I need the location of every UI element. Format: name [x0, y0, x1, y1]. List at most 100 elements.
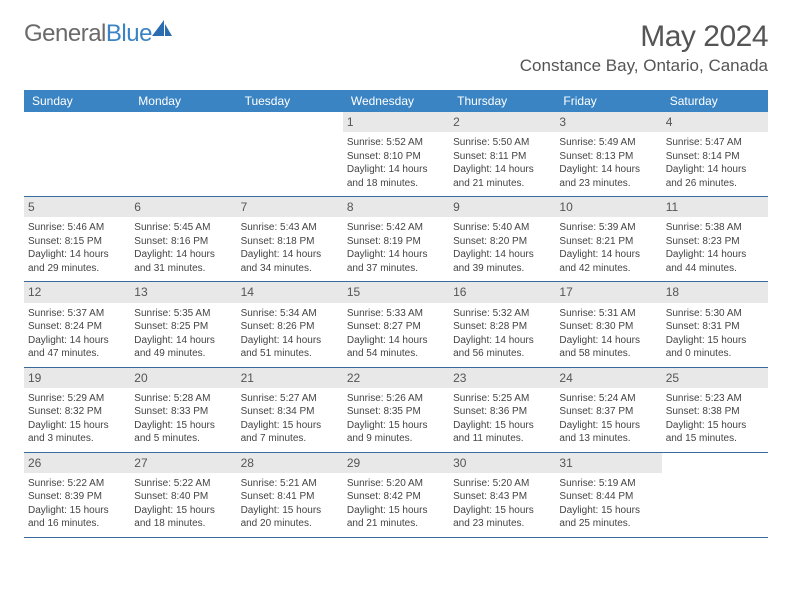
sunrise-line: Sunrise: 5:47 AM: [666, 136, 764, 150]
sunset-line: Sunset: 8:43 PM: [453, 490, 551, 504]
daylight-line-1: Daylight: 15 hours: [28, 504, 126, 518]
week-row: 5Sunrise: 5:46 AMSunset: 8:15 PMDaylight…: [24, 197, 768, 282]
daylight-line-2: and 18 minutes.: [134, 517, 232, 531]
day-cell: 19Sunrise: 5:29 AMSunset: 8:32 PMDayligh…: [24, 368, 130, 452]
day-cell: 5Sunrise: 5:46 AMSunset: 8:15 PMDaylight…: [24, 197, 130, 281]
daylight-line-2: and 49 minutes.: [134, 347, 232, 361]
day-number: 3: [555, 112, 661, 132]
day-cell: 12Sunrise: 5:37 AMSunset: 8:24 PMDayligh…: [24, 282, 130, 366]
day-number: 13: [130, 282, 236, 302]
day-number: 16: [449, 282, 555, 302]
sunset-line: Sunset: 8:28 PM: [453, 320, 551, 334]
sunrise-line: Sunrise: 5:20 AM: [453, 477, 551, 491]
day-cell: 4Sunrise: 5:47 AMSunset: 8:14 PMDaylight…: [662, 112, 768, 196]
sunrise-line: Sunrise: 5:22 AM: [134, 477, 232, 491]
week-row: 26Sunrise: 5:22 AMSunset: 8:39 PMDayligh…: [24, 453, 768, 538]
brand-part2: Blue: [106, 20, 152, 47]
day-header: Wednesday: [343, 90, 449, 112]
daylight-line-2: and 34 minutes.: [241, 262, 339, 276]
day-cell: 11Sunrise: 5:38 AMSunset: 8:23 PMDayligh…: [662, 197, 768, 281]
sunset-line: Sunset: 8:36 PM: [453, 405, 551, 419]
day-cell: 1Sunrise: 5:52 AMSunset: 8:10 PMDaylight…: [343, 112, 449, 196]
day-number: 27: [130, 453, 236, 473]
daylight-line-1: Daylight: 14 hours: [347, 163, 445, 177]
sunset-line: Sunset: 8:21 PM: [559, 235, 657, 249]
day-number: 17: [555, 282, 661, 302]
daylight-line-1: Daylight: 14 hours: [559, 163, 657, 177]
week-row: 1Sunrise: 5:52 AMSunset: 8:10 PMDaylight…: [24, 112, 768, 197]
sunset-line: Sunset: 8:44 PM: [559, 490, 657, 504]
day-cell: 6Sunrise: 5:45 AMSunset: 8:16 PMDaylight…: [130, 197, 236, 281]
sunrise-line: Sunrise: 5:22 AM: [28, 477, 126, 491]
daylight-line-1: Daylight: 15 hours: [559, 419, 657, 433]
day-number: 11: [662, 197, 768, 217]
day-header: Saturday: [662, 90, 768, 112]
location: Constance Bay, Ontario, Canada: [520, 56, 768, 76]
day-number: 30: [449, 453, 555, 473]
daylight-line-1: Daylight: 14 hours: [347, 248, 445, 262]
brand-part1: General: [24, 20, 106, 47]
sunset-line: Sunset: 8:18 PM: [241, 235, 339, 249]
sunrise-line: Sunrise: 5:34 AM: [241, 307, 339, 321]
day-number: 1: [343, 112, 449, 132]
day-number: 8: [343, 197, 449, 217]
sunrise-line: Sunrise: 5:52 AM: [347, 136, 445, 150]
sunset-line: Sunset: 8:31 PM: [666, 320, 764, 334]
day-cell: 13Sunrise: 5:35 AMSunset: 8:25 PMDayligh…: [130, 282, 236, 366]
sunrise-line: Sunrise: 5:40 AM: [453, 221, 551, 235]
sunrise-line: Sunrise: 5:26 AM: [347, 392, 445, 406]
day-number: 23: [449, 368, 555, 388]
day-number: 19: [24, 368, 130, 388]
daylight-line-1: Daylight: 15 hours: [559, 504, 657, 518]
daylight-line-1: Daylight: 14 hours: [453, 248, 551, 262]
sunrise-line: Sunrise: 5:43 AM: [241, 221, 339, 235]
daylight-line-2: and 21 minutes.: [347, 517, 445, 531]
daylight-line-1: Daylight: 15 hours: [28, 419, 126, 433]
sunrise-line: Sunrise: 5:23 AM: [666, 392, 764, 406]
day-header: Friday: [555, 90, 661, 112]
sunset-line: Sunset: 8:19 PM: [347, 235, 445, 249]
sunset-line: Sunset: 8:42 PM: [347, 490, 445, 504]
day-cell: 20Sunrise: 5:28 AMSunset: 8:33 PMDayligh…: [130, 368, 236, 452]
daylight-line-2: and 13 minutes.: [559, 432, 657, 446]
daylight-line-2: and 23 minutes.: [453, 517, 551, 531]
daylight-line-2: and 16 minutes.: [28, 517, 126, 531]
sunrise-line: Sunrise: 5:50 AM: [453, 136, 551, 150]
daylight-line-2: and 56 minutes.: [453, 347, 551, 361]
day-cell: [662, 453, 768, 537]
day-number: 7: [237, 197, 343, 217]
sunrise-line: Sunrise: 5:33 AM: [347, 307, 445, 321]
sunset-line: Sunset: 8:41 PM: [241, 490, 339, 504]
day-number: 26: [24, 453, 130, 473]
sunset-line: Sunset: 8:23 PM: [666, 235, 764, 249]
daylight-line-2: and 29 minutes.: [28, 262, 126, 276]
daylight-line-2: and 31 minutes.: [134, 262, 232, 276]
daylight-line-2: and 51 minutes.: [241, 347, 339, 361]
sunset-line: Sunset: 8:24 PM: [28, 320, 126, 334]
day-cell: 29Sunrise: 5:20 AMSunset: 8:42 PMDayligh…: [343, 453, 449, 537]
sunset-line: Sunset: 8:13 PM: [559, 150, 657, 164]
daylight-line-1: Daylight: 14 hours: [28, 334, 126, 348]
daylight-line-2: and 54 minutes.: [347, 347, 445, 361]
daylight-line-1: Daylight: 15 hours: [453, 419, 551, 433]
daylight-line-2: and 37 minutes.: [347, 262, 445, 276]
day-number: 2: [449, 112, 555, 132]
day-cell: [237, 112, 343, 196]
sunrise-line: Sunrise: 5:49 AM: [559, 136, 657, 150]
daylight-line-1: Daylight: 15 hours: [241, 419, 339, 433]
sunset-line: Sunset: 8:27 PM: [347, 320, 445, 334]
day-cell: 26Sunrise: 5:22 AMSunset: 8:39 PMDayligh…: [24, 453, 130, 537]
daylight-line-2: and 21 minutes.: [453, 177, 551, 191]
sunrise-line: Sunrise: 5:21 AM: [241, 477, 339, 491]
day-cell: [130, 112, 236, 196]
sunset-line: Sunset: 8:33 PM: [134, 405, 232, 419]
week-row: 12Sunrise: 5:37 AMSunset: 8:24 PMDayligh…: [24, 282, 768, 367]
daylight-line-2: and 7 minutes.: [241, 432, 339, 446]
day-number: 10: [555, 197, 661, 217]
sunrise-line: Sunrise: 5:46 AM: [28, 221, 126, 235]
daylight-line-2: and 9 minutes.: [347, 432, 445, 446]
day-cell: 16Sunrise: 5:32 AMSunset: 8:28 PMDayligh…: [449, 282, 555, 366]
sunset-line: Sunset: 8:20 PM: [453, 235, 551, 249]
sunrise-line: Sunrise: 5:25 AM: [453, 392, 551, 406]
daylight-line-1: Daylight: 14 hours: [666, 163, 764, 177]
